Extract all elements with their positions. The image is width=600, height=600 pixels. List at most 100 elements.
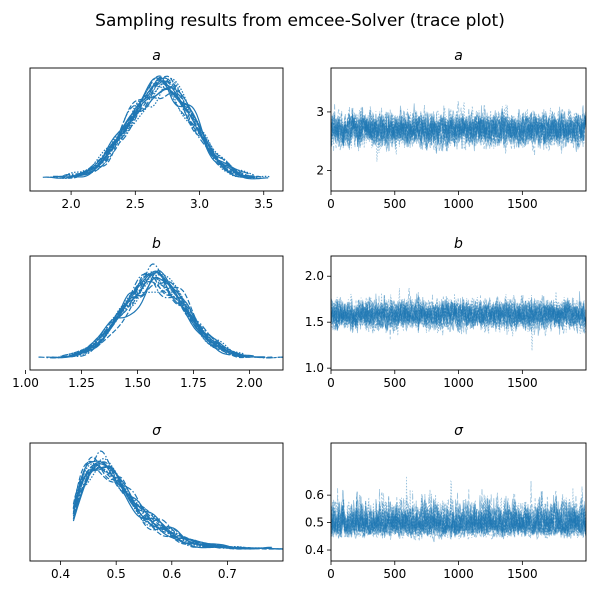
density-curve-chain-11 [72,461,240,549]
x-tick-label: 1000 [443,197,474,211]
plot-area [331,101,586,162]
trace-line-chain-9 [331,108,586,154]
trace-line-chain-15 [331,486,586,541]
panel-title: b [454,236,463,252]
panel-title: σ [152,423,162,439]
x-tick-label: 1500 [507,567,538,581]
trace-line-chain-5 [331,108,586,150]
x-tick-label: 0.7 [218,567,237,581]
x-tick-label: 0.6 [162,567,181,581]
density-curve-chain-15 [77,76,243,176]
axes-frame [29,67,284,192]
axes-frame [330,67,587,192]
trace-line-chain-3 [331,492,586,538]
density-curve-chain-9 [72,464,283,550]
trace-line-chain-1 [331,294,586,335]
trace-line-chain-15 [331,107,586,155]
x-tick-label: 0.4 [51,567,70,581]
trace-line-chain-9 [331,496,586,539]
x-tick-label: 2.00 [236,376,263,390]
trace-line-chain-11 [331,496,586,540]
axes-frame [330,442,587,562]
y-tick-label: 2 [316,164,324,178]
trace-panel-1: a 2 3 0 500 1000 1500 [316,48,587,211]
trace-line-chain-6 [331,291,586,336]
density-curve-chain-1 [72,456,246,549]
x-tick-label: 1.25 [68,376,95,390]
trace-line-chain-4 [331,103,586,152]
density-curve-chain-14 [76,271,283,359]
density-curve-chain-2 [72,458,270,549]
trace-line-chain-8 [331,109,586,152]
trace-line-chain-3 [331,106,586,151]
x-tick-label: 1500 [507,376,538,390]
trace-line-chain-13 [331,292,586,333]
trace-line-chain-0 [331,498,586,540]
x-tick-label: 1500 [507,197,538,211]
panel-title: a [454,48,463,64]
density-curve-chain-0 [72,465,283,550]
density-curve-chain-13 [69,79,250,178]
density-curve-chain-14 [72,466,244,550]
x-tick-label: 2.0 [62,197,81,211]
density-curve-chain-6 [65,77,270,178]
y-tick-label: 0.5 [305,516,324,530]
density-curve-chain-6 [72,463,239,549]
x-tick-label: 2.5 [126,197,145,211]
figure-title: Sampling results from emcee-Solver (trac… [95,11,505,31]
trace-line-chain-11 [331,108,586,152]
trace-line-chain-10 [331,107,586,151]
plot-area [72,450,283,550]
y-tick-label: 2.0 [305,269,324,283]
axes-frame [330,255,587,371]
x-tick-label: 500 [383,197,406,211]
trace-line-chain-10 [331,292,586,351]
trace-line-chain-8 [331,489,586,539]
panel-title: a [152,48,161,64]
density-curve-chain-6 [71,277,247,357]
trace-line-chain-8 [331,291,586,335]
panel-title: σ [454,423,464,439]
trace-line-chain-14 [331,288,586,334]
y-tick-label: 3 [316,105,324,119]
x-tick-label: 1000 [443,376,474,390]
trace-line-chain-7 [331,295,586,336]
trace-line-chain-2 [331,102,586,149]
trace-panel-3: b 1.0 1.5 2.0 0 500 1000 1500 [305,236,587,390]
plot-area [38,263,283,359]
density-curve-chain-2 [79,79,259,179]
x-tick-label: 500 [383,376,406,390]
density-curve-chain-3 [72,466,217,548]
x-tick-label: 3.0 [190,197,209,211]
trace-panel-5: σ 0.4 0.5 0.6 0 500 1000 1500 [305,423,587,581]
x-tick-label: 3.5 [254,197,273,211]
trace-line-chain-10 [331,476,586,540]
x-tick-label: 0.5 [107,567,126,581]
trace-line-chain-12 [331,495,586,540]
density-curve-chain-12 [52,77,249,178]
trace-line-chain-15 [331,294,586,335]
density-curve-chain-7 [77,75,238,176]
plot-area [331,287,586,351]
density-curve-chain-5 [53,92,264,179]
x-tick-label: 1000 [443,567,474,581]
trace-line-chain-2 [331,494,586,540]
trace-line-chain-7 [331,104,586,150]
trace-line-chain-14 [331,491,586,540]
density-panel-4: σ 0.4 0.5 0.6 0.7 [29,423,284,581]
x-tick-label: 1.50 [124,376,151,390]
trace-line-chain-9 [331,294,586,335]
density-curve-chain-12 [60,269,244,358]
trace-line-chain-1 [331,490,586,540]
trace-line-chain-5 [331,491,586,539]
axes-frame [29,255,284,371]
x-tick-label: 1.00 [12,376,39,390]
trace-line-chain-13 [331,488,586,541]
panel-title: b [152,236,161,252]
trace-line-chain-1 [331,104,586,152]
trace-line-chain-0 [331,293,586,336]
trace-line-chain-13 [331,101,586,154]
y-tick-label: 1.0 [305,361,324,375]
x-tick-label: 1.75 [180,376,207,390]
